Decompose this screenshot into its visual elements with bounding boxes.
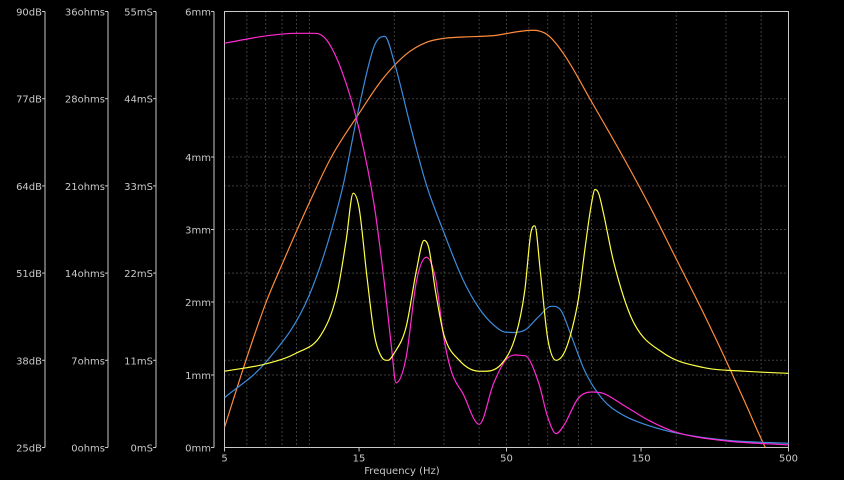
x-tick-label: 5 (221, 454, 227, 465)
y-tick-label-dB: 77dB (16, 95, 42, 106)
y-tick-label-mS: 33mS (124, 182, 153, 193)
y-tick-label-ohms: 28ohms (65, 95, 105, 106)
series-line-mS (224, 32, 789, 446)
y-tick-label-mS: 44mS (124, 95, 153, 106)
y-tick-label-mm: 3mm (185, 226, 211, 237)
x-tick-label: 15 (353, 454, 366, 465)
x-tick-label: 50 (500, 454, 513, 465)
series-line-dB (224, 29, 766, 448)
y-tick-label-mS: 55mS (124, 8, 153, 19)
y-tick-label-mS: 11mS (124, 356, 153, 367)
y-tick-label-ohms: 7ohms (71, 356, 105, 367)
y-tick-label-ohms: 0ohms (71, 444, 105, 455)
y-tick-label-dB: 90dB (16, 8, 42, 19)
y-tick-label-dB: 38dB (16, 356, 42, 367)
y-tick-label-ohms: 36ohms (65, 8, 105, 19)
x-axis-label: Frequency (Hz) (364, 466, 440, 477)
y-tick-label-mm: 1mm (185, 371, 211, 382)
y-tick-label-mm: 6mm (185, 8, 211, 19)
y-tick-label-mS: 22mS (124, 269, 153, 280)
x-tick-label: 150 (632, 454, 651, 465)
y-tick-label-mS: 0mS (131, 444, 153, 455)
y-tick-label-dB: 64dB (16, 182, 42, 193)
y-tick-label-mm: 2mm (185, 298, 211, 309)
y-tick-label-dB: 51dB (16, 269, 42, 280)
y-tick-label-dB: 25dB (16, 444, 42, 455)
y-tick-label-ohms: 21ohms (65, 182, 105, 193)
y-tick-label-ohms: 14ohms (65, 269, 105, 280)
x-tick-label: 500 (779, 454, 798, 465)
y-tick-label-mm: 0mm (185, 444, 211, 455)
series-line-mm (224, 188, 789, 374)
y-tick-label-mm: 4mm (185, 153, 211, 164)
